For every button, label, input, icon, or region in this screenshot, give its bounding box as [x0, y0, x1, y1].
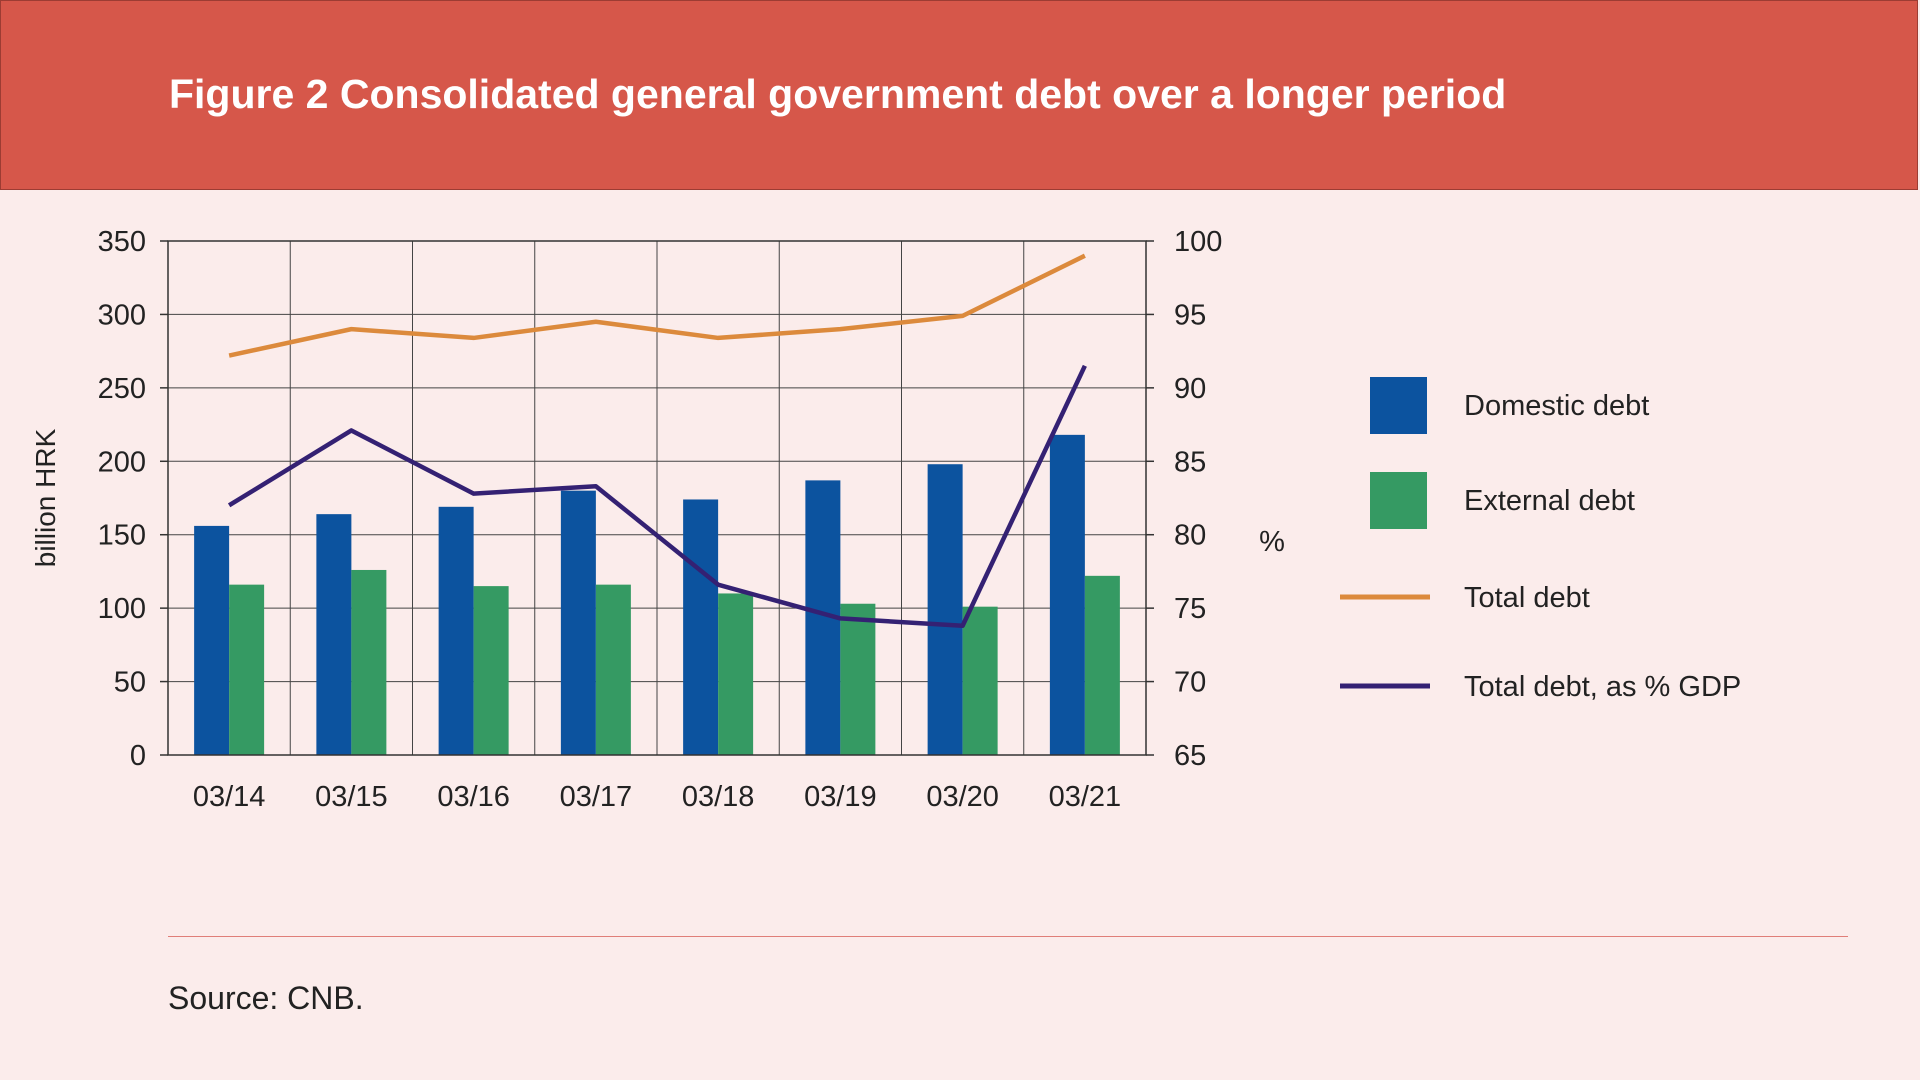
y-right-tick-label: 90 [1174, 373, 1206, 405]
x-tick-label: 03/16 [437, 781, 510, 813]
figure-title: Figure 2 Consolidated general government… [169, 71, 1507, 117]
legend-swatch-domestic-debt [1370, 377, 1427, 434]
bar-external-debt [351, 569, 387, 755]
bar-domestic-debt [560, 490, 596, 755]
bar-domestic-debt [683, 499, 719, 755]
x-tick-label: 03/15 [315, 781, 388, 813]
plot-frame [167, 240, 1147, 756]
bar-domestic-debt [1049, 434, 1085, 755]
y-right-tick-label: 95 [1174, 299, 1206, 331]
x-tick-label: 03/21 [1049, 781, 1122, 813]
y-right-tick-label: 65 [1174, 740, 1206, 772]
figure-header: Figure 2 Consolidated general government… [0, 0, 1918, 190]
legend-label-domestic-debt: Domestic debt [1464, 390, 1649, 422]
divider [168, 936, 1848, 937]
chart-lines [227, 253, 1087, 629]
bar-domestic-debt [438, 506, 474, 755]
x-tick-label: 03/20 [926, 781, 999, 813]
bar-domestic-debt [316, 514, 352, 755]
y-tick-label: 250 [98, 373, 146, 405]
y-tick-label: 50 [114, 667, 146, 699]
bar-external-debt [1084, 575, 1120, 755]
x-tick-label: 03/14 [193, 781, 266, 813]
bar-external-debt [595, 584, 631, 755]
bar-external-debt [962, 606, 998, 755]
chart-axes: 350 100 300 95 250 90 200 85 150 80 100 75 50 70 0 65 03… [30, 226, 1285, 813]
bar-domestic-debt [194, 525, 230, 755]
chart-bars [194, 434, 1120, 755]
legend-label-external-debt: External debt [1464, 485, 1635, 517]
y-right-axis-label: % [1259, 526, 1285, 558]
chart-grid [168, 240, 1146, 756]
bar-external-debt [718, 593, 754, 755]
y-tick-label: 350 [98, 226, 146, 258]
y-tick-label: 300 [98, 299, 146, 331]
bar-external-debt [229, 584, 265, 755]
bar-external-debt [473, 586, 509, 755]
bar-domestic-debt [927, 464, 963, 755]
legend-swatch-external-debt [1370, 472, 1427, 529]
x-tick-label: 03/18 [682, 781, 755, 813]
y-right-tick-label: 100 [1174, 226, 1222, 258]
legend-label-total-debt: Total debt [1464, 582, 1590, 614]
line-total-debt-as-gdp [227, 364, 1087, 629]
line-total-debt [228, 253, 1086, 358]
bar-external-debt [840, 603, 876, 755]
source-note: Source: CNB. [168, 980, 364, 1016]
y-right-tick-label: 80 [1174, 520, 1206, 552]
y-tick-label: 150 [98, 520, 146, 552]
chart-legend: Domestic debt External debt Total debt Tota… [1340, 377, 1741, 703]
x-tick-label: 03/19 [804, 781, 877, 813]
y-axis-label: billion HRK [30, 428, 61, 567]
y-right-tick-label: 70 [1174, 667, 1206, 699]
y-tick-label: 100 [98, 593, 146, 625]
y-right-tick-label: 75 [1174, 593, 1206, 625]
y-tick-label: 200 [98, 446, 146, 478]
x-tick-label: 03/17 [560, 781, 633, 813]
legend-label-total-debt-as-gdp: Total debt, as % GDP [1464, 671, 1741, 703]
y-right-tick-label: 85 [1174, 446, 1206, 478]
y-tick-label: 0 [130, 740, 146, 772]
